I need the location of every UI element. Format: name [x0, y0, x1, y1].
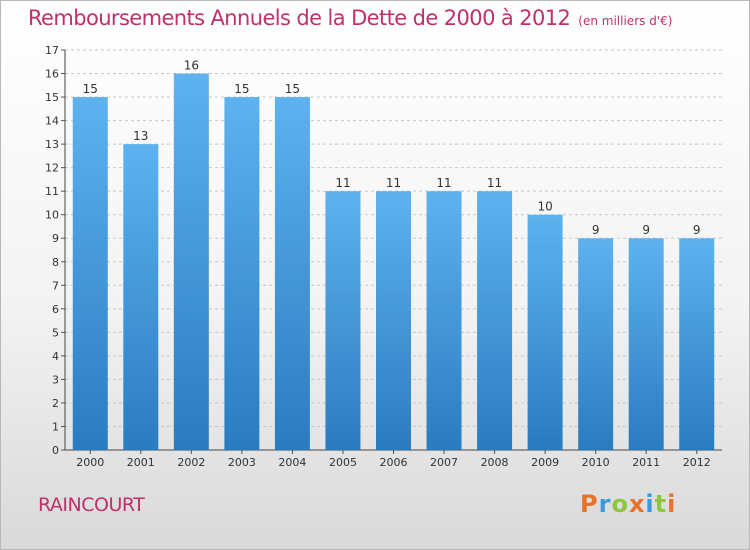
bar	[628, 238, 664, 450]
x-tick-label: 2006	[380, 456, 408, 469]
x-tick-label: 2008	[481, 456, 509, 469]
y-tick-label: 3	[52, 373, 59, 386]
y-tick-label: 8	[52, 256, 59, 269]
bar-value-label: 9	[642, 223, 650, 237]
y-tick-label: 5	[52, 326, 59, 339]
x-tick-label: 2012	[683, 456, 711, 469]
y-tick-label: 0	[52, 444, 59, 457]
bar	[679, 238, 715, 450]
x-tick-label: 2002	[177, 456, 205, 469]
bars	[72, 73, 715, 451]
x-tick-label: 2005	[329, 456, 357, 469]
logo-letter: t	[654, 490, 668, 518]
logo-letter: x	[628, 490, 646, 518]
labels: 0123456789101112131415161715200013200116…	[45, 44, 711, 469]
y-tick-label: 7	[52, 279, 59, 292]
bar	[578, 238, 614, 450]
bar	[527, 214, 563, 450]
y-tick-label: 4	[52, 350, 59, 363]
bar	[426, 191, 462, 451]
logo-letter: i	[667, 490, 677, 518]
bar	[376, 191, 411, 451]
bar-value-label: 10	[537, 200, 552, 214]
bar-value-label: 13	[133, 129, 148, 143]
logo-letter: i	[645, 490, 655, 518]
x-tick-label: 2007	[430, 456, 458, 469]
x-tick-label: 2009	[531, 456, 559, 469]
bar-value-label: 9	[592, 223, 600, 237]
bar-value-label: 9	[693, 223, 701, 237]
bar-value-label: 11	[436, 176, 451, 190]
bar-value-label: 15	[285, 82, 300, 96]
logo-letter: P	[580, 490, 599, 518]
chart-title: Remboursements Annuels de la Dette de 20…	[28, 6, 672, 30]
y-tick-label: 6	[52, 303, 59, 316]
bar-value-label: 11	[487, 176, 502, 190]
y-tick-label: 14	[45, 115, 59, 128]
bar-value-label: 11	[335, 176, 350, 190]
bar	[224, 97, 260, 450]
y-tick-label: 13	[45, 138, 59, 151]
bar-value-label: 16	[184, 59, 199, 73]
logo-letter: r	[598, 490, 612, 518]
proxiti-logo[interactable]: Proxiti	[580, 490, 676, 518]
bar	[477, 191, 513, 451]
logo-letter: o	[611, 490, 629, 518]
place-name: RAINCOURT	[38, 494, 145, 516]
y-tick-label: 10	[45, 209, 59, 222]
x-tick-label: 2003	[228, 456, 256, 469]
x-tick-label: 2004	[278, 456, 306, 469]
y-tick-label: 16	[45, 68, 59, 81]
x-tick-label: 2001	[127, 456, 155, 469]
y-tick-label: 11	[45, 185, 59, 198]
bar-value-label: 11	[386, 176, 401, 190]
bar-value-label: 15	[83, 82, 98, 96]
x-tick-label: 2010	[582, 456, 610, 469]
y-tick-label: 12	[45, 162, 59, 175]
x-tick-label: 2011	[632, 456, 660, 469]
chart-title-text: Remboursements Annuels de la Dette de 20…	[28, 6, 571, 30]
bar	[274, 97, 310, 450]
bar	[123, 144, 159, 450]
bar	[173, 73, 209, 450]
x-tick-label: 2000	[76, 456, 104, 469]
bar-value-label: 15	[234, 82, 249, 96]
y-tick-label: 15	[45, 91, 59, 104]
bar	[72, 97, 108, 450]
y-tick-label: 1	[52, 420, 59, 433]
y-tick-label: 9	[52, 232, 59, 245]
bar	[325, 191, 361, 451]
y-tick-label: 17	[45, 44, 59, 57]
y-tick-label: 2	[52, 397, 59, 410]
chart-subtitle: (en milliers d'€)	[578, 14, 673, 28]
